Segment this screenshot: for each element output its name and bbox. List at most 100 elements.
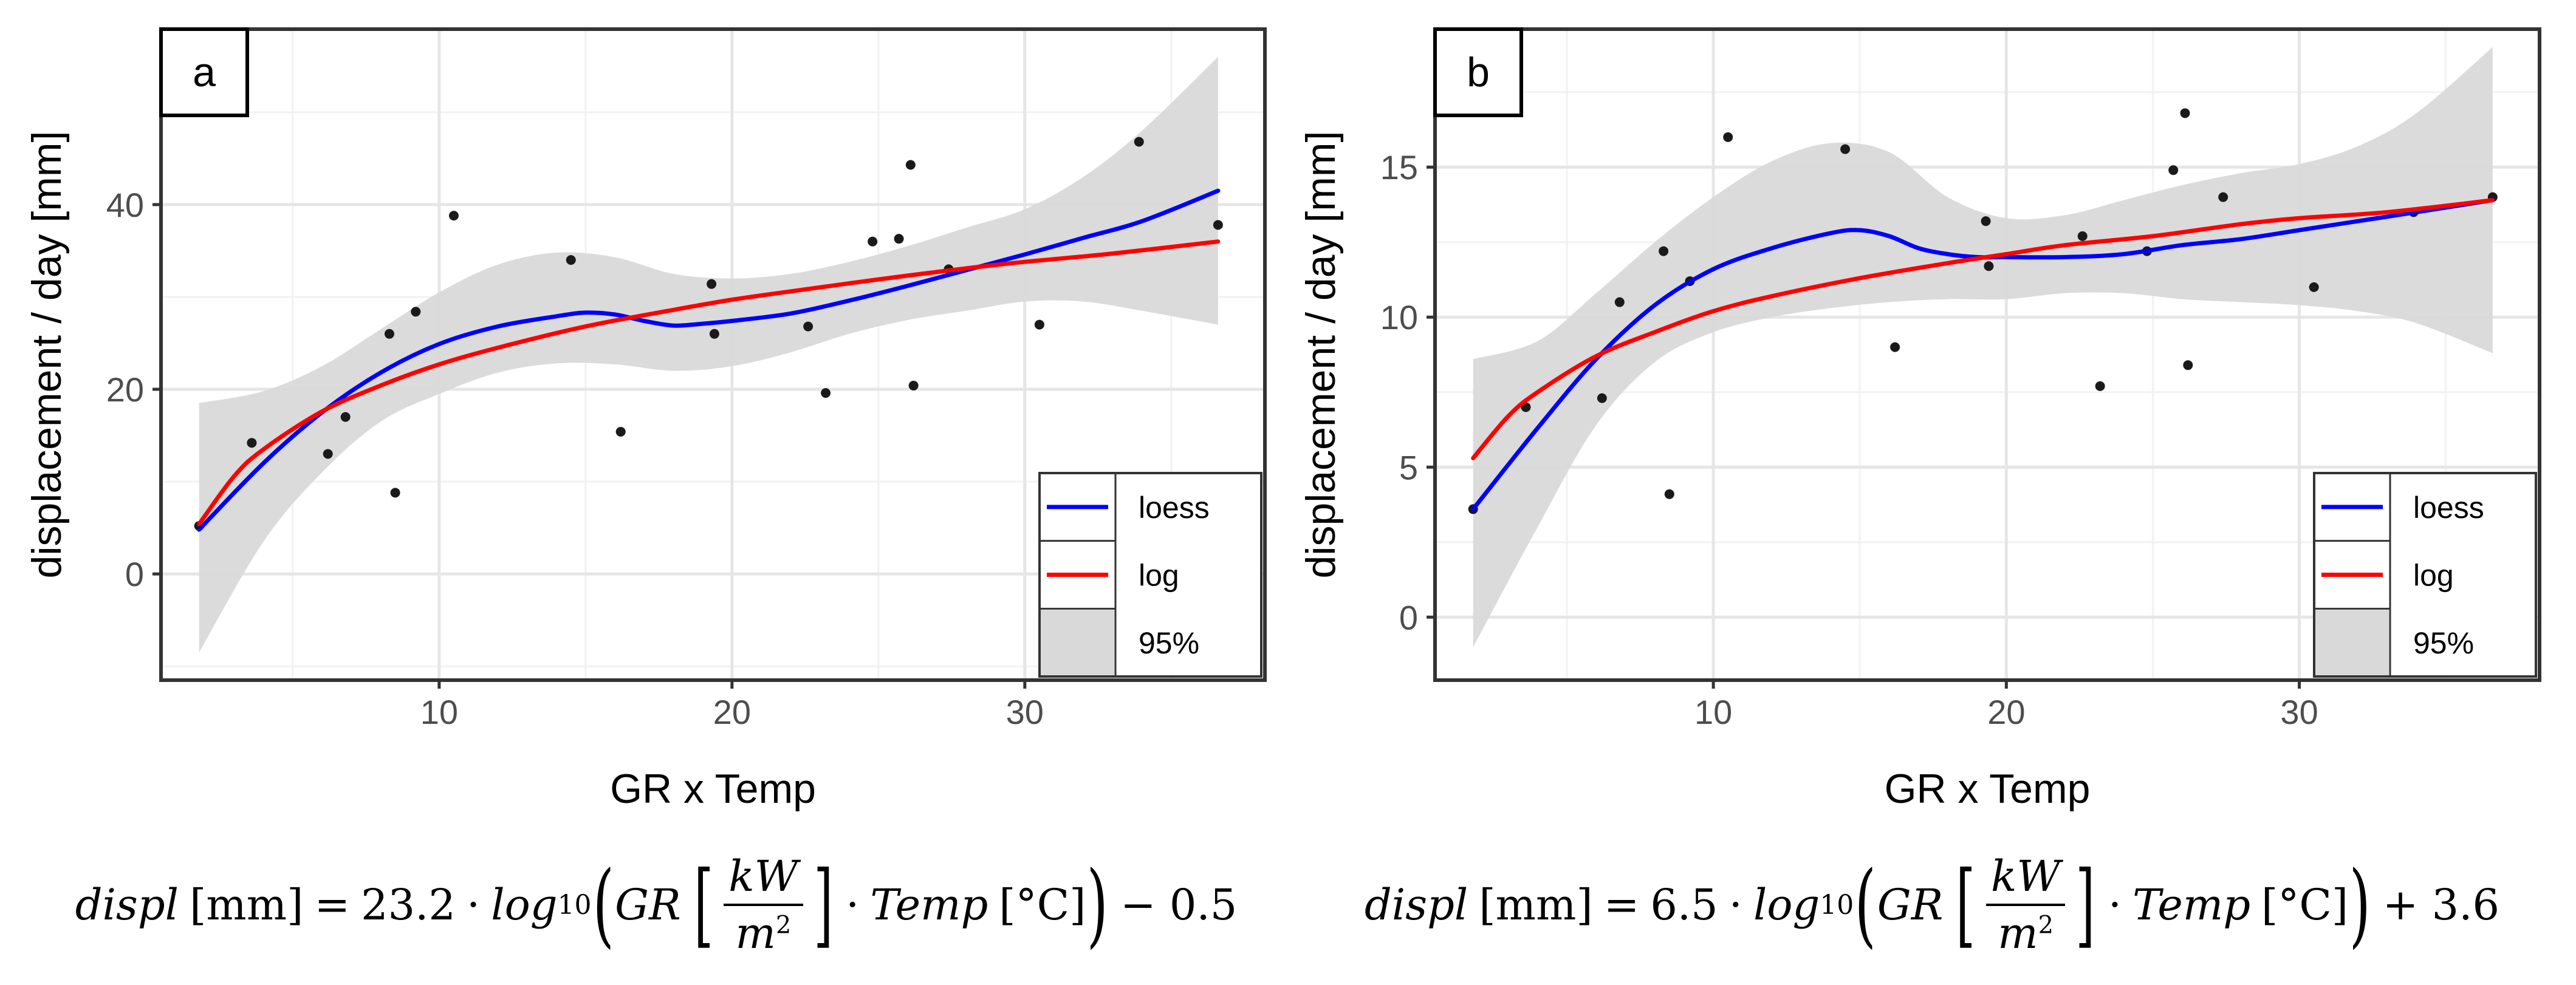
x-tick-label: 20 [713,693,751,731]
x-axis-title: GR x Temp [1885,766,2091,812]
panel-tag: a [159,27,249,117]
y-tick-label: 0 [1399,598,1418,636]
equation-b: displ [mm] = 6.5 · log 10 ( GR [ kW m2 ] … [1365,851,2499,958]
eq-coef: 23.2 [361,880,456,930]
eq-close-paren: ) [2349,852,2371,958]
data-point [1034,319,1044,330]
legend-label: loess [1139,491,1210,525]
eq-temp: Temp [870,880,988,930]
eq-gr-unit: [ kW m2 ] [1956,851,2095,958]
legend: loess log 95% [2313,472,2537,678]
panel-b: 10 20 30 0 5 10 15 GR x Temp displacement / day … [1298,27,2541,812]
y-tick-label: 40 [106,186,144,224]
data-point [2168,165,2179,176]
eq-log-base: 10 [557,889,592,921]
panel-tag-label: a [193,49,216,95]
data-point [2218,192,2228,202]
x-tick-label: 30 [1006,693,1044,731]
ci-band-95 [199,56,1218,653]
eq-temp-unit: [°C] [999,880,1086,930]
legend-label: log [1139,559,1179,593]
loess-line [1471,198,2495,511]
eq-gr-unit-num: kW [1985,851,2066,906]
data-point [2183,360,2193,370]
y-tick-label: 20 [106,370,144,409]
data-point [2095,381,2105,391]
data-point [894,234,904,244]
legend-key-band [1041,610,1114,675]
panel-tag: b [1433,27,1523,117]
data-point [821,388,831,398]
data-point [908,380,919,390]
data-point [1659,246,1669,256]
eq-equals: = [314,880,351,930]
x-tick-label: 10 [1694,693,1732,731]
loess-line [197,188,1221,532]
data-point [1890,342,1900,352]
x-axis-title: GR x Temp [610,766,816,812]
eq-gr-unit-den-exp: 2 [775,911,792,939]
data-point [390,488,400,498]
x-tick-label: 20 [1987,693,2025,731]
plot-border [1433,27,2541,682]
data-point [707,279,717,289]
x-tick-label: 10 [420,693,458,731]
data-point [1984,261,1994,271]
eq-temp: Temp [2132,880,2251,930]
eq-close-paren: ) [1087,852,1109,958]
eq-gr-unit-den: m [735,908,776,958]
eq-temp-unit: [°C] [2261,880,2349,930]
data-point [709,329,719,339]
data-point [2309,282,2319,292]
eq-gr-unit-den-exp: 2 [2038,911,2054,939]
eq-dot: · [1728,880,1742,930]
y-tick-label: 5 [1399,448,1418,486]
eq-log-base: 10 [1820,889,1854,921]
data-point [615,426,626,437]
data-point [566,255,576,265]
data-point [1981,216,1991,227]
eq-open-paren: ( [1855,852,1877,958]
data-point [411,307,421,317]
data-point [2180,108,2190,118]
eq-gr: GR [1877,880,1944,930]
plot-area [1468,47,2498,647]
x-tick-label: 30 [2280,693,2318,731]
y-tick-label: 15 [1380,148,1418,186]
eq-open-paren: ( [592,852,614,958]
data-point [384,329,394,339]
panel-a: 10 20 30 0 20 40 GR x Temp displacement / day [… [24,27,1267,812]
eq-constant: − 0.5 [1120,880,1238,930]
panel-tag-label: b [1467,49,1490,95]
data-point [448,211,459,221]
legend-key-band [2315,610,2389,675]
data-point [1840,144,1851,154]
log-line [197,239,1221,527]
eq-lhs: displ [75,880,179,930]
data-point [1597,393,1607,403]
equation-a: displ [mm] = 23.2 · log 10 ( GR [ kW m2 ]… [75,851,1238,958]
log-line [1471,198,2495,460]
data-point [1614,297,1625,307]
data-point [1723,132,1733,142]
data-point [1134,137,1144,147]
eq-gr-unit: [ kW m2 ] [693,851,833,958]
data-point [340,412,351,422]
eq-dot: · [466,880,481,930]
eq-gr: GR [615,880,681,930]
data-point [1213,220,1223,230]
eq-lhs: displ [1365,880,1468,930]
ci-band-95 [1473,47,2493,647]
y-tick-label: 10 [1380,298,1418,336]
data-point [323,449,333,459]
eq-log: log [491,880,558,930]
data-point [247,438,257,448]
eq-log: log [1753,880,1820,930]
data-point [868,236,878,247]
eq-gr-unit-num: kW [724,851,803,906]
data-point [803,321,814,332]
y-tick-label: 0 [125,555,144,593]
legend-label: 95% [2413,626,2474,660]
y-axis-title: displacement / day [mm] [24,131,70,579]
